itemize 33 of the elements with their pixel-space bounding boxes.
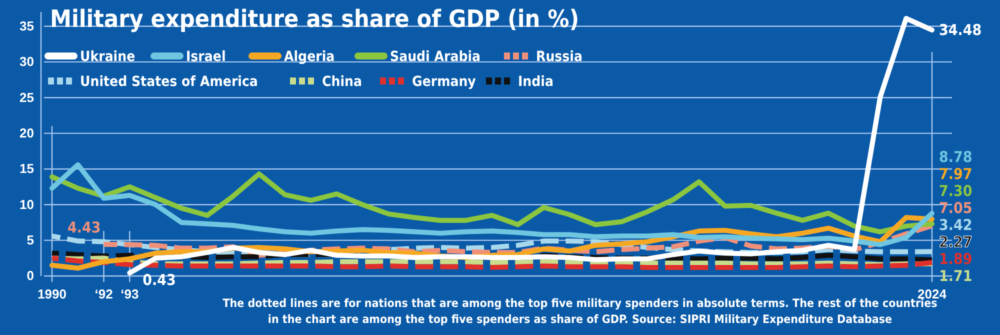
data-label: 7.97 — [939, 165, 972, 183]
y-tick-label: 0 — [26, 268, 34, 284]
y-tick-label: 25 — [20, 90, 34, 105]
legend-label: India — [518, 74, 554, 90]
legend-label: Saudi Arabia — [390, 49, 481, 65]
data-label: 7.30 — [939, 182, 972, 200]
legend-label: Ukraine — [80, 49, 136, 65]
legend-label: Germany — [412, 74, 476, 90]
y-tick-label: 5 — [26, 232, 34, 248]
data-label: 1.89 — [939, 250, 972, 268]
data-label: 4.43 — [67, 218, 101, 236]
text: in the chart are among the top five spenders as share of GDP. Source: SIPRI Military Expenditure Database — [268, 312, 892, 326]
data-label: 3.42 — [939, 216, 972, 234]
data-label: 2.27 — [939, 233, 972, 251]
data-label: 7.05 — [939, 199, 972, 217]
legend-label: Israel — [186, 49, 226, 65]
x-tick-label: ‘93 — [120, 286, 139, 302]
y-tick-label: 30 — [20, 54, 34, 70]
y-tick-label: 35 — [20, 18, 34, 34]
data-label: 0.43 — [142, 270, 176, 289]
y-tick-label: 10 — [20, 196, 34, 212]
y-tick-label: 15 — [20, 161, 34, 176]
legend-label: Algeria — [284, 49, 335, 65]
legend-label: Russia — [536, 49, 582, 65]
y-tick-label: 20 — [20, 125, 34, 140]
legend-label: United States of America — [80, 74, 258, 90]
x-tick-label: 1990 — [38, 286, 66, 302]
legend-label: China — [322, 74, 362, 90]
data-label: 34.48 — [939, 20, 982, 39]
data-label: 1.71 — [939, 267, 972, 285]
chart-title: Military expenditure as share of GDP (in %) — [50, 5, 580, 33]
data-label: 8.78 — [939, 148, 972, 166]
x-tick-label: ‘92 — [94, 286, 113, 302]
